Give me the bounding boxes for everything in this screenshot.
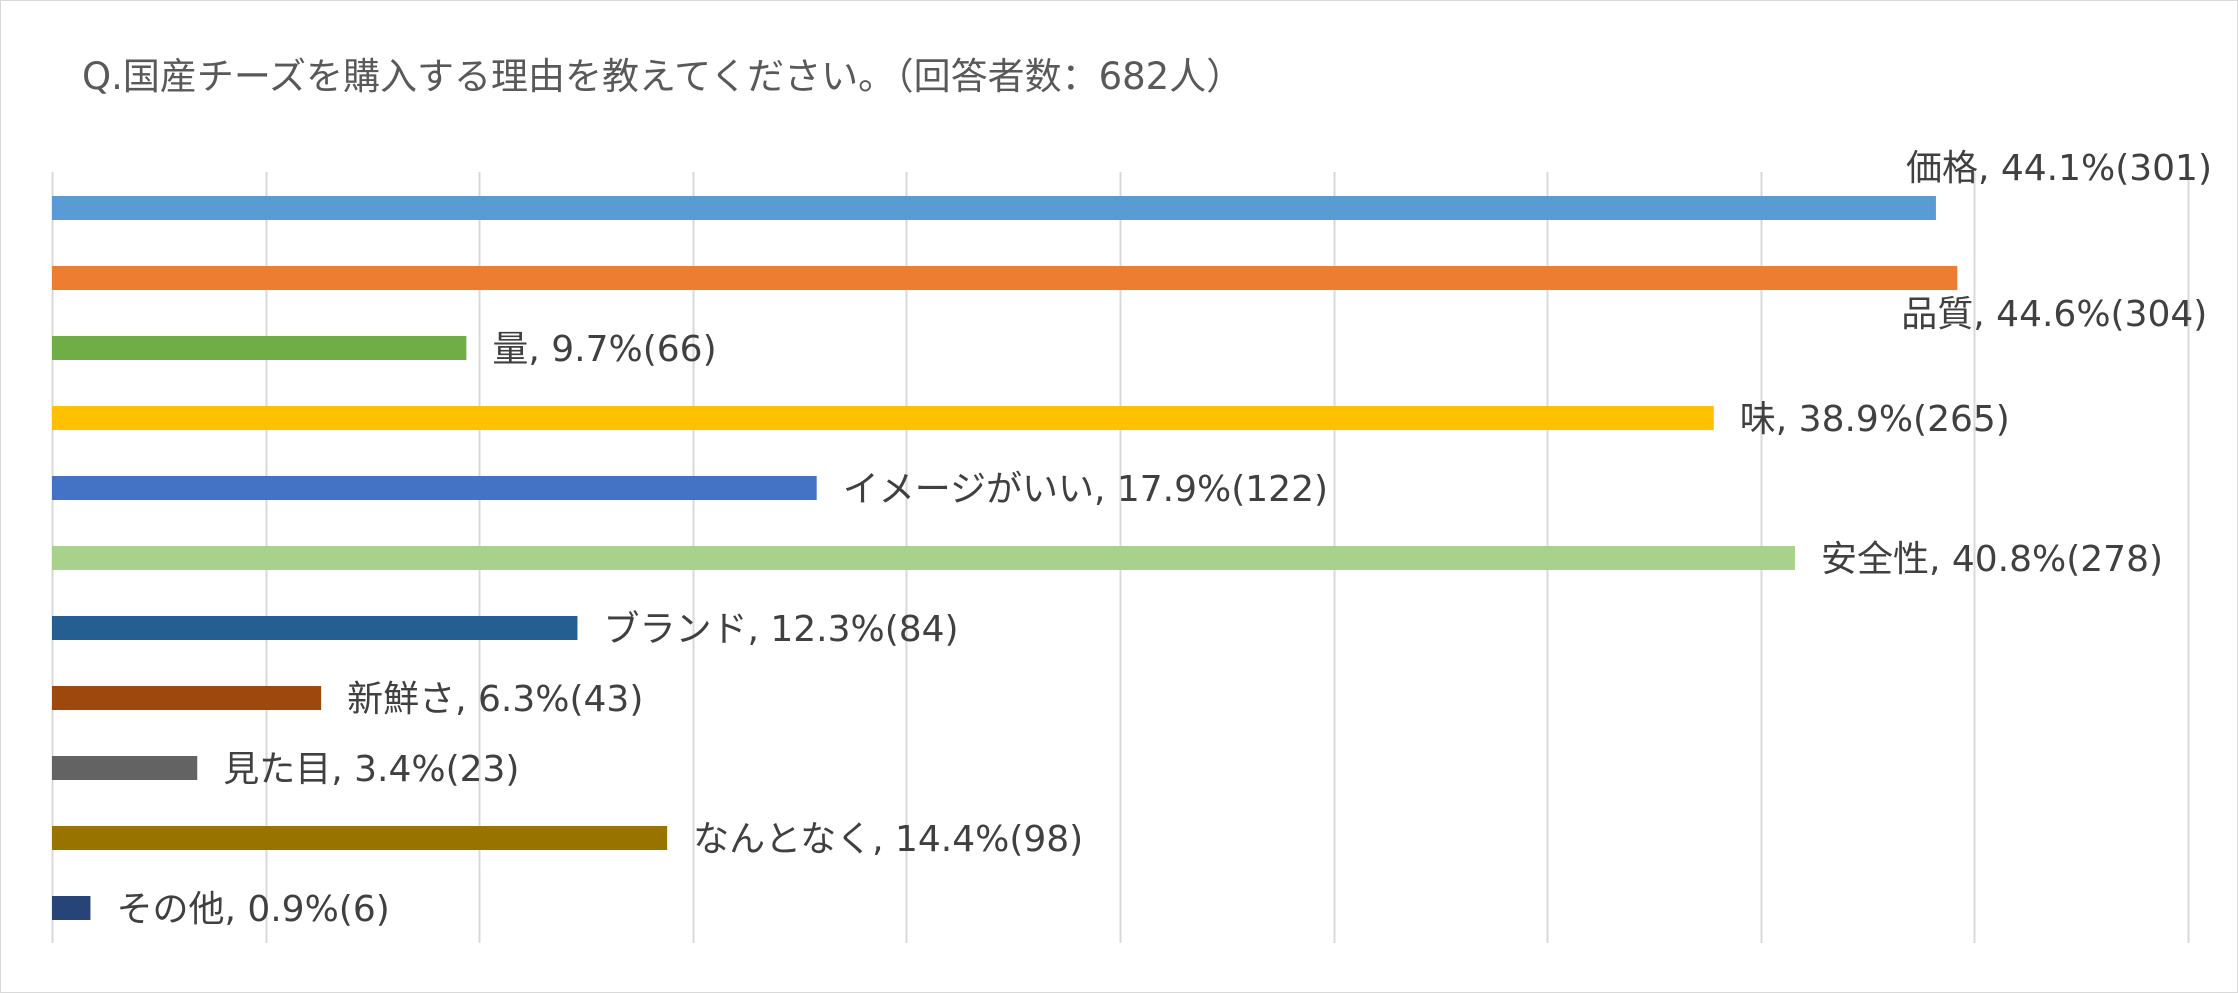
bar [52,266,1958,290]
bar [52,616,578,640]
data-label: 味, 38.9%(265) [1740,399,2010,440]
data-labels-group: 価格, 44.1%(301) 品質, 44.6%(304) 量, 9.7%(66) 味… [116,148,2212,930]
bar [52,896,91,920]
bar [52,546,1795,570]
data-label: 安全性, 40.8%(278) [1821,539,2163,580]
bar [52,196,1936,220]
data-label: イメージがいい, 17.9%(122) [843,469,1328,510]
bar [52,756,198,780]
chart-title: Q.国産チーズを購入する理由を教えてください。（回答者数：682人） [82,55,1244,98]
bar [52,686,322,710]
data-label: 新鮮さ, 6.3%(43) [347,679,643,720]
bar [52,406,1714,430]
data-label: その他, 0.9%(6) [116,889,389,930]
data-label: 量, 9.7%(66) [492,329,716,370]
bar [52,336,467,360]
data-label: ブランド, 12.3%(84) [603,609,958,650]
bar [52,476,817,500]
bars-group [52,196,1958,920]
bar [52,826,668,850]
data-label: なんとなく, 14.4%(98) [693,819,1083,860]
data-label: 価格, 44.1%(301) [1906,148,2212,189]
data-label: 見た目, 3.4%(23) [223,749,519,790]
data-label: 品質, 44.6%(304) [1901,294,2207,335]
